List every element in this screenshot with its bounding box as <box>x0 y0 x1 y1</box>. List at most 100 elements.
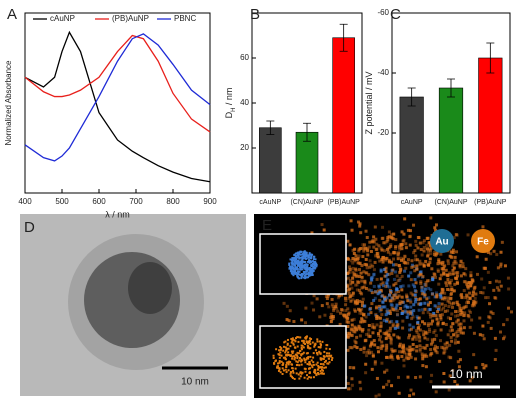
eds-pixel <box>408 348 412 352</box>
au-pixel <box>294 268 297 271</box>
eds-pixel <box>348 366 352 370</box>
eds-pixel <box>413 249 417 253</box>
eds-pixel <box>433 329 437 333</box>
eds-pixel <box>413 258 417 262</box>
eds-pixel <box>452 289 456 293</box>
eds-pixel <box>361 243 365 247</box>
eds-pixel <box>409 278 413 282</box>
au-pixel <box>290 270 293 273</box>
eds-pixel <box>494 348 498 352</box>
fe-pixel <box>285 371 288 374</box>
eds-pixel <box>427 286 431 290</box>
fe-pixel <box>309 363 312 366</box>
eds-pixel <box>343 314 347 318</box>
fe-pixel <box>303 376 306 379</box>
eds-pixel <box>462 272 466 276</box>
eds-pixel <box>381 236 385 240</box>
au-pixel <box>311 260 314 263</box>
fe-pixel <box>287 369 290 372</box>
eds-pixel <box>403 217 407 221</box>
eds-pixel <box>391 263 395 267</box>
au-pixel <box>289 258 292 261</box>
eds-pixel <box>423 346 427 350</box>
inset-maps <box>272 250 334 380</box>
eds-pixel <box>468 291 472 295</box>
eds-pixel <box>410 310 414 314</box>
eds-pixel <box>361 320 365 324</box>
eds-pixel <box>360 264 364 268</box>
bar <box>259 127 282 194</box>
eds-pixel <box>384 270 388 274</box>
fe-pixel <box>308 367 311 370</box>
y-tick-label: -60 <box>377 8 389 17</box>
eds-pixel <box>451 264 455 268</box>
eds-pixel <box>376 332 380 336</box>
eds-pixel <box>327 293 331 297</box>
eds-pixel <box>415 264 419 268</box>
eds-pixel <box>310 301 314 305</box>
au-badge <box>430 229 454 253</box>
fe-pixel <box>320 366 323 369</box>
eds-pixel <box>394 238 398 242</box>
eds-pixel <box>434 313 438 317</box>
eds-pixel <box>338 322 342 326</box>
eds-pixel <box>389 340 393 344</box>
fe-pixel <box>320 343 323 346</box>
eds-pixel <box>375 323 379 327</box>
eds-pixel <box>369 343 373 347</box>
eds-pixel <box>354 268 358 272</box>
eds-pixel <box>361 319 365 323</box>
eds-pixel <box>433 273 437 277</box>
eds-pixel <box>384 285 388 289</box>
fe-pixel <box>298 377 301 380</box>
eds-pixel <box>442 306 446 310</box>
eds-pixel <box>448 271 452 275</box>
eds-pixel <box>369 288 373 292</box>
eds-pixel <box>371 275 375 279</box>
eds-pixel <box>409 312 413 316</box>
eds-pixel <box>339 311 343 315</box>
eds-pixel <box>411 293 415 297</box>
au-pixel <box>290 261 293 264</box>
au-pixel <box>308 252 311 255</box>
eds-pixel <box>436 310 440 314</box>
eds-pixel <box>470 278 474 282</box>
eds-pixel <box>393 326 397 330</box>
eds-pixel <box>430 292 434 296</box>
eds-pixel <box>364 371 368 375</box>
eds-pixel <box>451 368 455 372</box>
eds-pixel <box>436 307 440 311</box>
eds-pixel <box>451 305 455 309</box>
eds-pixel <box>456 333 460 337</box>
fe-pixel <box>297 352 300 355</box>
eds-pixel <box>411 315 415 319</box>
eds-pixel <box>348 243 352 247</box>
eds-pixel <box>452 301 456 305</box>
eds-pixel <box>353 308 357 312</box>
eds-pixel <box>405 347 409 351</box>
eds-pixel <box>358 299 362 303</box>
eds-pixel <box>469 274 473 278</box>
eds-pixel <box>379 277 383 281</box>
eds-pixel <box>466 284 470 288</box>
fe-pixel <box>302 351 305 354</box>
eds-pixel <box>434 390 438 394</box>
au-pixel <box>310 267 313 270</box>
fe-pixel <box>300 346 303 349</box>
eds-pixel <box>402 349 406 353</box>
au-pixel <box>313 267 316 270</box>
au-pixel <box>299 253 302 256</box>
eds-pixel <box>417 323 421 327</box>
eds-pixel <box>398 246 402 250</box>
eds-pixel <box>392 293 396 297</box>
eds-pixel <box>352 328 356 332</box>
au-pixel <box>311 264 314 267</box>
eds-pixel <box>347 311 351 315</box>
eds-pixel <box>347 265 351 269</box>
eds-pixel <box>410 317 414 321</box>
eds-pixel <box>420 292 424 296</box>
eds-map <box>282 216 514 398</box>
fe-pixel <box>316 340 319 343</box>
fe-pixel <box>324 366 327 369</box>
eds-pixel <box>375 251 379 255</box>
